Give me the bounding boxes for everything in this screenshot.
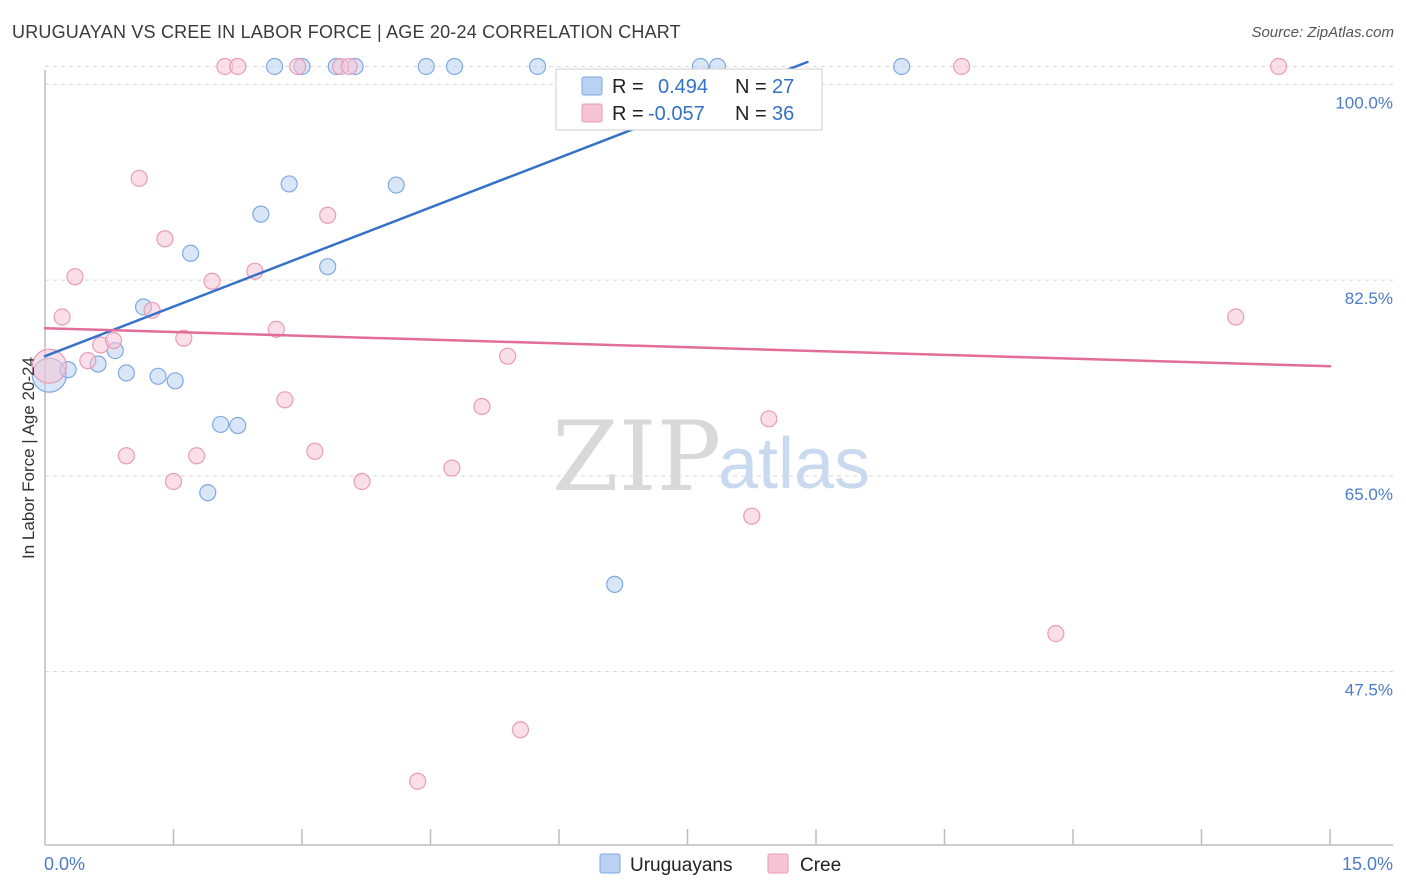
watermark-zip: ZIP <box>552 401 721 513</box>
scatter-point-uruguayans <box>166 372 184 390</box>
scatter-point-cree <box>473 397 491 416</box>
y-tick-label: 47.5% <box>1345 681 1393 700</box>
x-tick-label-max: 15.0% <box>1342 854 1393 874</box>
scatter-point-cree <box>164 472 183 491</box>
scatter-point-uruguayans <box>182 244 200 262</box>
scatter-point-cree <box>79 352 97 370</box>
scatter-point-cree <box>319 206 337 224</box>
scatter-point-cree <box>276 391 294 409</box>
scatter-point-uruguayans <box>199 484 217 502</box>
scatter-point-uruguayans <box>265 57 284 76</box>
scatter-point-uruguayans <box>212 415 230 434</box>
scatter-point-cree <box>130 169 148 187</box>
scatter-point-cree <box>499 347 517 365</box>
legend-r-value-pink: -0.057 <box>648 103 705 125</box>
scatter-point-cree <box>203 272 221 290</box>
bottom-legend: Uruguayans Cree <box>599 853 841 876</box>
scatter-point-cree <box>267 320 285 338</box>
scatter-point-cree <box>31 348 67 384</box>
trend-line-cree <box>43 326 1332 368</box>
scatter-point-uruguayans <box>445 57 464 76</box>
scatter-point-cree <box>175 329 193 347</box>
scatter-point-cree <box>953 57 971 76</box>
legend-n-value-pink: 36 <box>772 103 794 125</box>
legend-n-value-blue: 27 <box>772 76 794 98</box>
x-axis-ticks <box>172 829 1331 845</box>
scatter-point-cree <box>306 442 324 460</box>
scatter-point-uruguayans <box>893 57 911 76</box>
scatter-point-cree <box>289 57 307 76</box>
gridlines <box>45 65 1393 673</box>
scatter-point-uruguayans <box>229 416 247 435</box>
scatter-point-cree <box>443 459 461 477</box>
scatter-points <box>31 57 1288 790</box>
scatter-point-uruguayans <box>149 367 167 385</box>
scatter-point-uruguayans <box>606 575 624 593</box>
scatter-point-cree <box>743 507 761 525</box>
scatter-point-uruguayans <box>528 57 547 76</box>
scatter-point-uruguayans <box>252 205 270 223</box>
scatter-point-cree <box>117 447 135 465</box>
legend-n-label-blue: N = <box>735 76 767 98</box>
legend-swatch-pink <box>581 103 603 123</box>
y-tick-label: 100.0% <box>1335 93 1393 112</box>
legend-box: R = 0.494 N = 27 R = -0.057 N = 36 <box>555 68 823 131</box>
scatter-point-cree <box>53 308 71 326</box>
bottom-legend-swatch-cree <box>767 853 789 874</box>
scatter-point-cree <box>340 57 358 76</box>
scatter-point-cree <box>1047 624 1065 643</box>
scatter-point-cree <box>409 772 427 790</box>
scatter-point-uruguayans <box>117 364 135 382</box>
scatter-point-uruguayans <box>280 175 298 193</box>
scatter-point-cree <box>1269 57 1288 76</box>
legend-n-label-pink: N = <box>735 103 767 125</box>
bottom-legend-swatch-uruguayans <box>599 853 621 874</box>
y-tick-label: 65.0% <box>1345 485 1393 504</box>
scatter-point-uruguayans <box>417 57 435 76</box>
scatter-point-cree <box>104 331 123 350</box>
axes <box>44 70 1393 846</box>
bottom-legend-label-cree: Cree <box>800 855 841 876</box>
scatter-point-cree <box>353 472 371 491</box>
scatter-point-cree <box>760 410 778 428</box>
y-axis-label: In Labor Force | Age 20-24 <box>19 357 38 559</box>
scatter-point-cree <box>188 447 206 465</box>
chart-title: URUGUAYAN VS CREE IN LABOR FORCE | AGE 2… <box>12 22 681 42</box>
scatter-point-cree <box>511 721 530 739</box>
y-tick-label: 82.5% <box>1345 289 1393 308</box>
scatter-point-cree <box>66 268 84 286</box>
legend-r-label-blue: R = <box>612 76 644 98</box>
x-tick-label-min: 0.0% <box>44 854 85 874</box>
bottom-legend-label-uruguayans: Uruguayans <box>630 855 732 876</box>
legend-swatch-blue <box>581 76 603 96</box>
legend-r-value-blue: 0.494 <box>658 76 708 98</box>
scatter-point-cree <box>156 230 174 248</box>
scatter-point-uruguayans <box>319 258 337 276</box>
y-tick-labels: 47.5% 65.0% 82.5% 100.0% <box>1335 93 1393 699</box>
scatter-point-cree <box>229 57 247 76</box>
scatter-point-uruguayans <box>387 176 405 194</box>
watermark-atlas: atlas <box>718 424 870 504</box>
legend-r-label-pink: R = <box>612 103 644 125</box>
chart-source: Source: ZipAtlas.com <box>1251 24 1394 41</box>
scatter-point-cree <box>1227 308 1245 326</box>
